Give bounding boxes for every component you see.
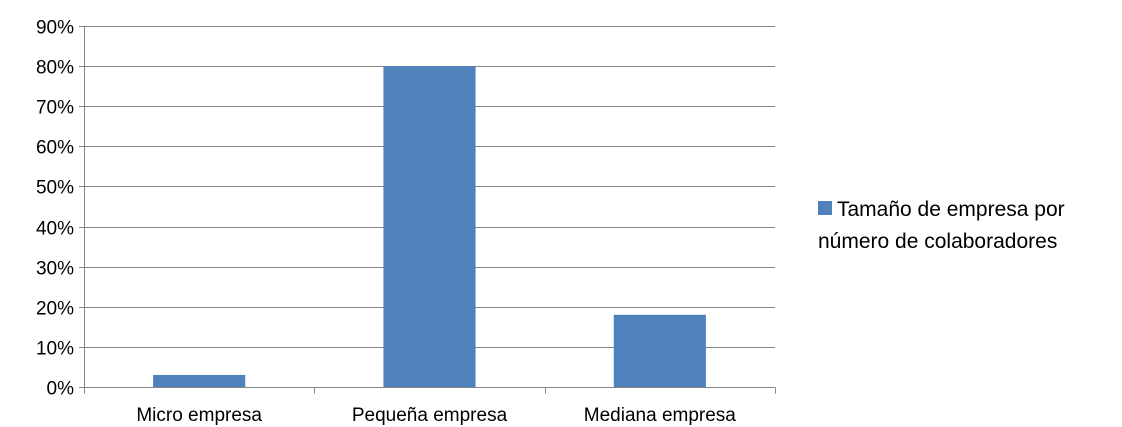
y-tick-label: 20% (36, 299, 74, 320)
y-tick-label: 90% (36, 18, 74, 39)
y-tick-label: 30% (36, 259, 74, 280)
legend-label: Tamaño de empresa por número de colabora… (818, 198, 1065, 253)
y-tick-labels: 0% 10% 20% 30% 40% 50% 60% 70% 80% 90% (36, 18, 74, 400)
legend-swatch (818, 201, 832, 215)
y-tick-label: 80% (36, 58, 74, 79)
y-tick-label: 70% (36, 98, 74, 119)
x-category-label: Micro empresa (136, 405, 262, 426)
y-tick-label: 10% (36, 339, 74, 360)
x-category-label: Mediana empresa (584, 405, 737, 426)
bar (383, 66, 476, 387)
y-tick-label: 50% (36, 178, 74, 199)
y-tick-label: 0% (47, 379, 75, 400)
bar (613, 314, 706, 387)
bars (153, 66, 706, 387)
y-tick-label: 60% (36, 138, 74, 159)
legend: Tamaño de empresa por número de colabora… (818, 194, 1118, 258)
axes (79, 26, 776, 394)
bar (153, 374, 246, 387)
x-category-labels: Micro empresa Pequeña empresa Mediana empr… (136, 405, 736, 426)
x-category-label: Pequeña empresa (352, 405, 508, 426)
y-tick-label: 40% (36, 219, 74, 240)
